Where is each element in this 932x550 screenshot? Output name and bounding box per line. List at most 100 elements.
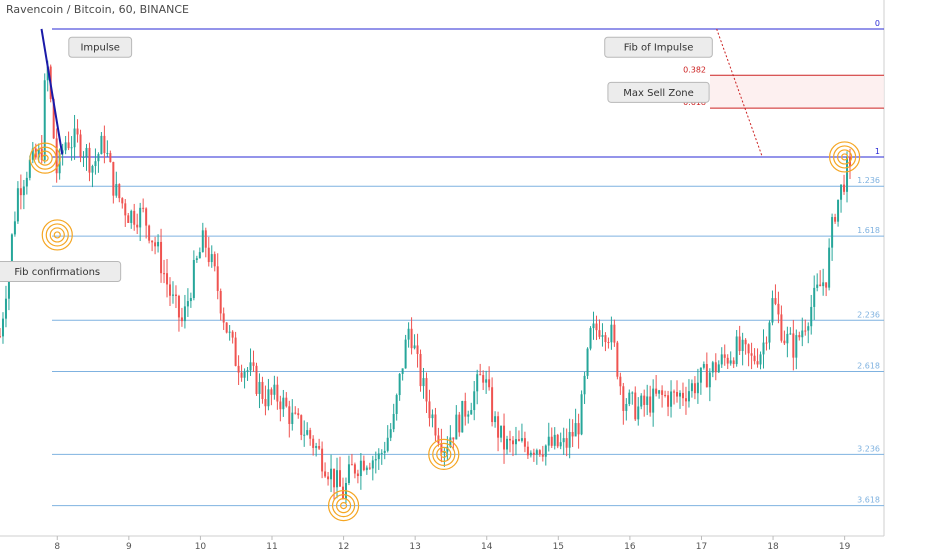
candle-body: [246, 370, 249, 372]
candle-body: [297, 413, 300, 416]
candle-body: [488, 379, 491, 388]
candle-body: [658, 390, 661, 394]
candle-body: [690, 383, 693, 392]
candle-body: [213, 254, 216, 267]
candle-body: [601, 335, 604, 337]
fib-label-1: 1: [875, 147, 880, 156]
fib-label-1-618: 1.618: [857, 226, 880, 235]
candle-body: [452, 437, 455, 440]
candle-body: [810, 306, 813, 327]
time-tick-label: 9: [126, 542, 132, 550]
candle-body: [544, 445, 547, 457]
marker-ring: [436, 446, 452, 462]
callout-text: Impulse: [80, 43, 120, 54]
candle-body: [210, 254, 213, 263]
impulse-line: [40, 28, 64, 155]
candle-body: [303, 434, 306, 436]
candle-body: [43, 80, 46, 160]
candle-body: [219, 290, 222, 314]
candle-body: [300, 415, 303, 435]
callout-box: [604, 36, 713, 58]
candle-body: [464, 400, 467, 417]
candle-body: [801, 330, 804, 338]
candle-body: [130, 210, 133, 223]
callout-text: Max Sell Zone: [623, 88, 694, 99]
candle-body: [717, 364, 720, 373]
candle-body: [589, 328, 592, 349]
candle-body: [422, 378, 425, 387]
marker-ring: [829, 141, 861, 173]
candle-body: [73, 128, 76, 148]
candle-body: [106, 153, 109, 155]
candle-body: [339, 470, 341, 487]
candle-body: [383, 450, 386, 453]
candle-body: [198, 252, 201, 259]
candle-body: [795, 335, 798, 358]
candle-body: [37, 148, 40, 158]
candle-body: [592, 323, 595, 329]
candle-body: [735, 336, 738, 365]
candle-body: [598, 330, 601, 337]
candle-body: [327, 476, 330, 480]
candle-body: [846, 156, 849, 192]
candle-body: [353, 464, 356, 474]
candle-body: [157, 241, 160, 247]
candle-body: [443, 451, 446, 454]
marker-ring: [45, 223, 69, 247]
marker-ring: [833, 145, 857, 169]
candle-body: [410, 328, 413, 349]
candle-body: [723, 354, 726, 358]
candle-body: [687, 391, 690, 402]
candle-body: [97, 154, 100, 162]
candle-body: [532, 452, 535, 455]
candle-body: [359, 460, 362, 477]
candle-body: [55, 138, 58, 174]
marker-ring: [29, 142, 61, 174]
callout-max-sell-zone: Max Sell Zone: [607, 81, 710, 103]
candle-body: [729, 360, 732, 364]
time-tick-label: 18: [767, 542, 779, 550]
candle-body: [88, 147, 91, 173]
candle-body: [258, 381, 261, 394]
candle-body: [586, 348, 589, 376]
candle-body: [270, 389, 273, 395]
candle-body: [1, 318, 4, 337]
candle-body: [568, 431, 571, 448]
candle-body: [825, 282, 828, 288]
time-tick-label: 15: [553, 542, 564, 550]
candle-body: [362, 460, 365, 471]
marker-ring: [331, 493, 356, 518]
candle-body: [264, 399, 267, 407]
candle-body: [470, 410, 473, 415]
candle-body: [136, 224, 139, 228]
candle-body: [705, 364, 708, 388]
candle-body: [696, 382, 699, 394]
candle-body: [186, 301, 189, 307]
candle-body: [476, 374, 479, 392]
candle-body: [145, 208, 148, 226]
candle-body: [228, 331, 231, 333]
candle-body: [640, 395, 643, 407]
candle-body: [789, 333, 792, 335]
candle-body: [79, 134, 82, 157]
candle-body: [100, 135, 103, 155]
candle-body: [732, 360, 735, 365]
candle-body: [780, 314, 783, 341]
candle-body: [160, 241, 163, 274]
candle-body: [774, 298, 777, 304]
candle-body: [726, 357, 729, 364]
candle-body: [625, 403, 628, 411]
candle-body: [195, 258, 198, 261]
candle-body: [693, 383, 696, 394]
fib-marker-5: [829, 141, 861, 173]
callout-fib-of-impulse: Fib of Impulse: [604, 36, 713, 58]
candle-body: [252, 362, 255, 366]
fib-trendline: [716, 28, 763, 158]
candle-body: [321, 448, 324, 472]
fib-label-1-236: 1.236: [857, 176, 880, 185]
fib-label-3-236: 3.236: [857, 444, 880, 453]
candle-body: [595, 323, 598, 331]
fib-marker-4: [428, 438, 460, 470]
candle-body: [25, 177, 28, 187]
